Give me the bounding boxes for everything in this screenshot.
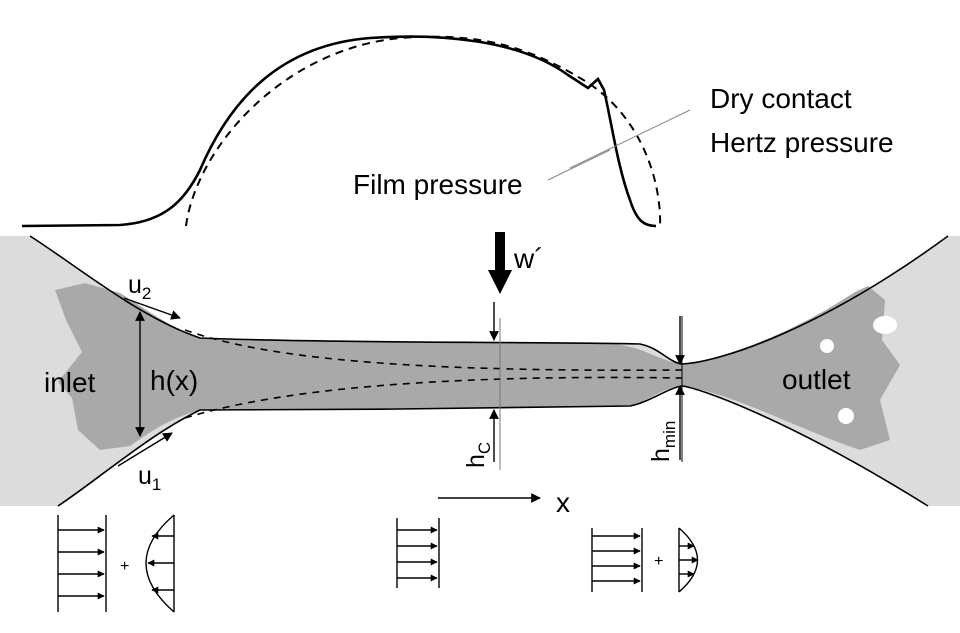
lower-body-outside [0, 386, 960, 506]
load-label: w´ [513, 243, 544, 274]
plus-sign-inlet: + [120, 558, 129, 575]
lubricant-film [55, 283, 900, 450]
undeformed-upper-profile [184, 329, 683, 372]
pressure-profiles [21, 35, 691, 229]
annotation-leader-hertz [569, 109, 691, 169]
outlet-cavity-1 [873, 316, 897, 334]
u2-label: u2 [128, 271, 151, 303]
hmin-label: hmin [647, 421, 679, 462]
outlet-cavity-2 [820, 339, 834, 353]
u1-arrow [117, 432, 173, 467]
hertz-pressure-label: Hertz pressure [710, 127, 894, 158]
u1-label: u1 [138, 462, 161, 494]
outlet-cavity-3 [838, 408, 854, 424]
outlet-label: outlet [782, 364, 851, 395]
plus-sign-outlet: + [654, 553, 663, 570]
film-pressure-label: Film pressure [353, 169, 523, 200]
hertz-pressure-curve [185, 35, 662, 229]
upper-surface-line [29, 235, 949, 365]
upper-body-outside [0, 236, 960, 364]
u2-arrow [123, 297, 181, 320]
contact-region [0, 235, 960, 507]
hc-label: hC [462, 442, 494, 468]
velocity-profile-outlet [591, 527, 699, 593]
x-axis-label: x [556, 487, 570, 518]
inlet-label: inlet [44, 367, 96, 398]
dry-contact-label: Dry contact [710, 83, 852, 114]
velocity-profile-inlet [57, 514, 175, 613]
film-pressure-curve [21, 35, 657, 228]
annotation-leader-film [547, 149, 611, 181]
velocity-profile-center [396, 518, 440, 588]
lower-surface-line [57, 385, 929, 507]
gap-label: h(x) [150, 365, 198, 396]
down-arrow-icon [488, 232, 512, 294]
undeformed-lower-profile [184, 376, 683, 419]
